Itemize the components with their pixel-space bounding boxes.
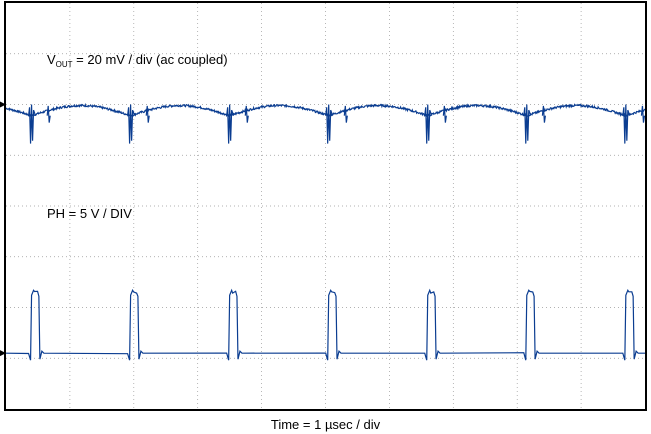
x-axis-label: Time = 1 µsec / div (270, 417, 381, 432)
grid (6, 3, 645, 409)
ph-trace-label: PH = 5 V / DIV (47, 206, 132, 221)
ph-trace (5, 288, 645, 361)
plot-frame (4, 1, 647, 411)
ph-ground-marker (0, 350, 6, 357)
vout-ground-marker (0, 101, 6, 108)
vout-trace (5, 102, 646, 144)
vout-trace-label: VOUT = 20 mV / div (ac coupled) (47, 52, 228, 69)
